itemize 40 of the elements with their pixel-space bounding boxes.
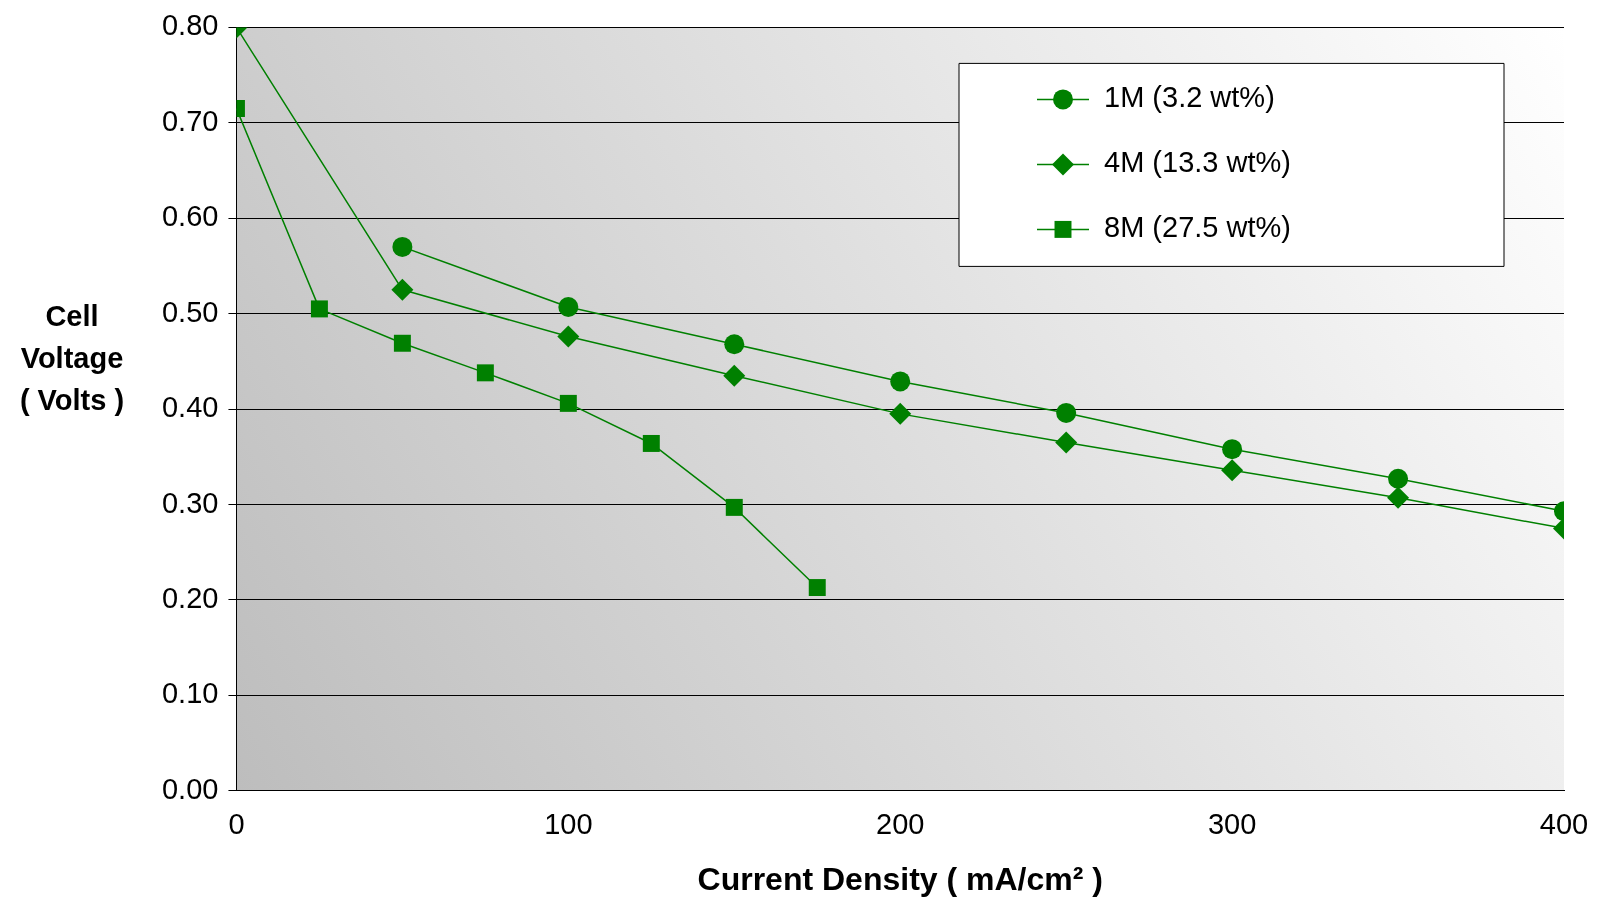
point: [724, 334, 745, 355]
point: [391, 278, 414, 301]
y-tick-label: 0.40: [161, 391, 219, 424]
x-tick-label: 100: [544, 808, 593, 841]
point: [1222, 439, 1243, 460]
point: [890, 371, 911, 392]
point: [1056, 402, 1077, 423]
x-tick-label: 0: [228, 808, 245, 841]
point: [808, 579, 826, 597]
point: [889, 402, 912, 425]
point: [1388, 468, 1409, 489]
y-tick-label: 0.70: [161, 104, 219, 137]
point: [476, 364, 494, 382]
x-axis-title: Current Density ( mA/cm² ): [697, 860, 1103, 897]
point: [642, 434, 660, 452]
legend-label: 8M (27.5 wt%): [1104, 211, 1291, 244]
point: [393, 334, 411, 352]
legend-label: 1M (3.2 wt%): [1104, 81, 1275, 114]
y-tick-label: 0.60: [161, 200, 219, 233]
legend-label: 4M (13.3 wt%): [1104, 146, 1291, 179]
point: [559, 394, 577, 412]
y-tick-label: 0.00: [161, 772, 219, 805]
x-tick-label: 200: [876, 808, 925, 841]
y-tick-label: 0.30: [161, 486, 219, 519]
y-axis-title: Cell Voltage ( Volts ): [18, 299, 126, 418]
y-tick-label: 0.50: [161, 295, 219, 328]
point: [558, 297, 579, 317]
point: [557, 325, 580, 348]
x-tick-label: 300: [1207, 808, 1257, 841]
point: [310, 300, 328, 318]
point: [723, 364, 746, 387]
point: [1387, 486, 1410, 509]
x-tick-label: 400: [1539, 808, 1589, 841]
point: [1221, 459, 1244, 482]
point: [725, 498, 743, 516]
y-tick-label: 0.10: [161, 677, 219, 710]
y-tick-label: 0.80: [161, 9, 219, 42]
point: [1055, 431, 1078, 454]
y-tick-label: 0.20: [161, 581, 219, 614]
point: [392, 236, 413, 257]
